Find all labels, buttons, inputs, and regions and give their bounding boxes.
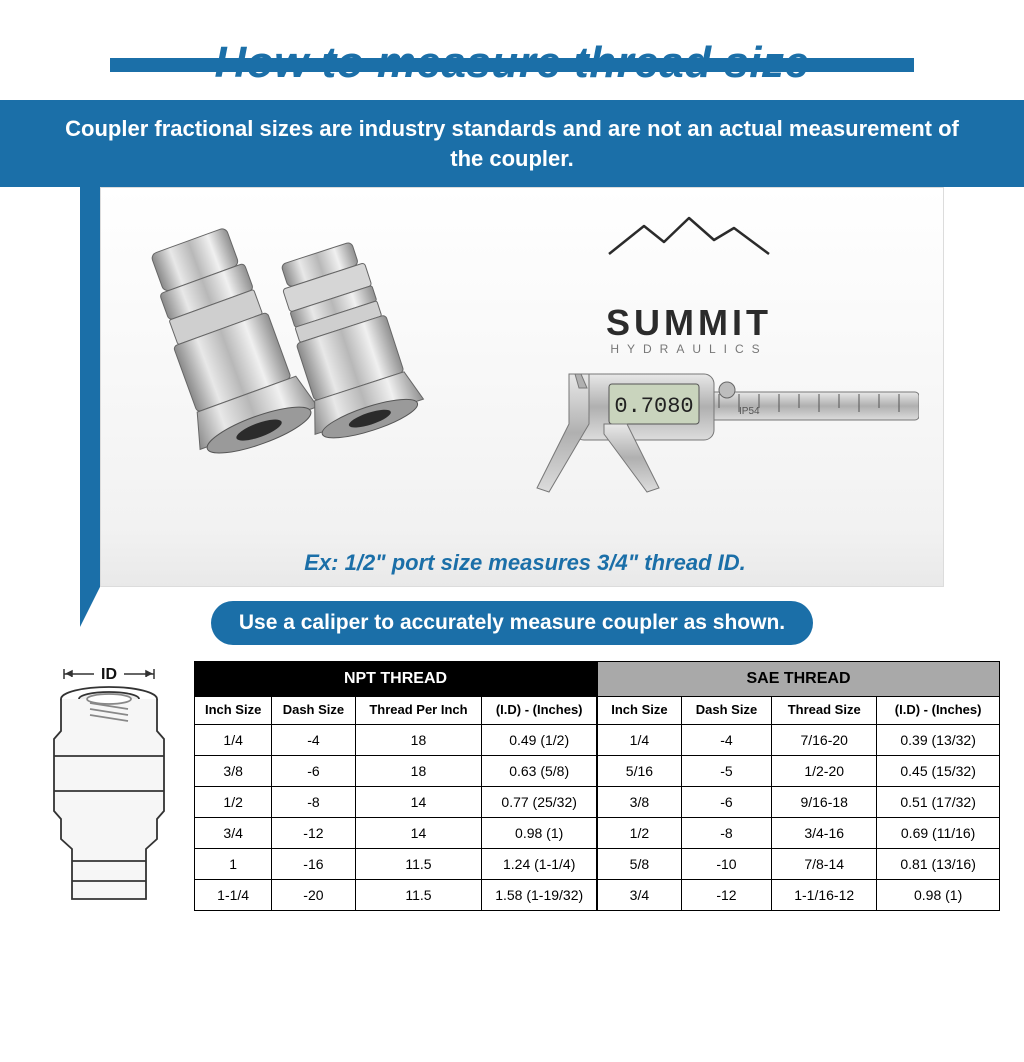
sae-title: SAE THREAD	[598, 662, 1000, 697]
table-cell: 1/2	[598, 818, 682, 849]
table-cell: 11.5	[355, 849, 482, 880]
table-cell: -20	[272, 880, 355, 911]
table-cell: 3/4	[598, 880, 682, 911]
table-cell: 14	[355, 787, 482, 818]
table-row: 1/4-47/16-200.39 (13/32)	[598, 725, 1000, 756]
table-cell: 0.98 (1)	[877, 880, 1000, 911]
table-row: 3/4-121-1/16-120.98 (1)	[598, 880, 1000, 911]
table-cell: 3/8	[598, 787, 682, 818]
npt-col-3: (I.D) - (Inches)	[482, 697, 597, 725]
table-cell: 0.49 (1/2)	[482, 725, 597, 756]
table-cell: -4	[681, 725, 771, 756]
table-cell: -5	[681, 756, 771, 787]
hero-frame: SUMMIT HYDRAULICS	[80, 187, 944, 587]
table-cell: -12	[272, 818, 355, 849]
table-cell: 1.58 (1-19/32)	[482, 880, 597, 911]
couplers-illustration	[131, 206, 431, 486]
table-row: 5/8-107/8-140.81 (13/16)	[598, 849, 1000, 880]
table-cell: 3/8	[195, 756, 272, 787]
table-row: 3/4-12140.98 (1)	[195, 818, 597, 849]
npt-table: NPT THREAD Inch Size Dash Size Thread Pe…	[194, 661, 597, 911]
sae-col-1: Dash Size	[681, 697, 771, 725]
table-row: 1/4-4180.49 (1/2)	[195, 725, 597, 756]
table-cell: 1/2-20	[772, 756, 877, 787]
table-cell: 0.98 (1)	[482, 818, 597, 849]
frame-left-bar	[80, 187, 100, 587]
npt-col-0: Inch Size	[195, 697, 272, 725]
table-row: 1/2-8140.77 (25/32)	[195, 787, 597, 818]
tables-row: ID NPT THREAD Inch Size Dash Size	[24, 661, 1000, 911]
mountain-logo-icon	[604, 214, 774, 258]
table-cell: 1/2	[195, 787, 272, 818]
sae-col-2: Thread Size	[772, 697, 877, 725]
table-row: 3/8-6180.63 (5/8)	[195, 756, 597, 787]
table-cell: 5/16	[598, 756, 682, 787]
table-cell: 0.77 (25/32)	[482, 787, 597, 818]
table-cell: -6	[681, 787, 771, 818]
brand-name: SUMMIT	[606, 302, 772, 344]
table-cell: 1/4	[598, 725, 682, 756]
table-cell: 7/8-14	[772, 849, 877, 880]
sae-table: SAE THREAD Inch Size Dash Size Thread Si…	[597, 661, 1000, 911]
table-cell: 0.51 (17/32)	[877, 787, 1000, 818]
caliper-illustration: 0.7080 IP54	[459, 364, 919, 494]
table-cell: 3/4-16	[772, 818, 877, 849]
example-text: Ex: 1/2" port size measures 3/4" thread …	[131, 550, 919, 576]
table-cell: 9/16-18	[772, 787, 877, 818]
brand-subtitle: HYDRAULICS	[610, 342, 767, 356]
table-cell: 0.81 (13/16)	[877, 849, 1000, 880]
sae-col-0: Inch Size	[598, 697, 682, 725]
table-cell: -10	[681, 849, 771, 880]
table-cell: 1.24 (1-1/4)	[482, 849, 597, 880]
npt-col-1: Dash Size	[272, 697, 355, 725]
table-cell: 11.5	[355, 880, 482, 911]
table-cell: -4	[272, 725, 355, 756]
table-cell: 0.69 (11/16)	[877, 818, 1000, 849]
table-cell: 0.45 (15/32)	[877, 756, 1000, 787]
table-cell: -8	[681, 818, 771, 849]
table-cell: 3/4	[195, 818, 272, 849]
table-cell: -12	[681, 880, 771, 911]
top-accent-bar	[110, 58, 914, 72]
table-cell: 1/4	[195, 725, 272, 756]
npt-col-2: Thread Per Inch	[355, 697, 482, 725]
table-cell: 18	[355, 756, 482, 787]
id-label: ID	[101, 666, 117, 683]
table-cell: 1-1/16-12	[772, 880, 877, 911]
table-cell: 14	[355, 818, 482, 849]
table-cell: 0.63 (5/8)	[482, 756, 597, 787]
table-cell: -6	[272, 756, 355, 787]
instruction-pill: Use a caliper to accurately measure coup…	[211, 601, 813, 645]
table-row: 1-1/4-2011.51.58 (1-19/32)	[195, 880, 597, 911]
sae-col-3: (I.D) - (Inches)	[877, 697, 1000, 725]
table-cell: 0.39 (13/32)	[877, 725, 1000, 756]
table-cell: 1	[195, 849, 272, 880]
table-cell: -8	[272, 787, 355, 818]
table-cell: 18	[355, 725, 482, 756]
subtitle-banner: Coupler fractional sizes are industry st…	[0, 100, 1024, 187]
npt-title: NPT THREAD	[195, 662, 597, 697]
table-cell: 7/16-20	[772, 725, 877, 756]
table-cell: 1-1/4	[195, 880, 272, 911]
table-row: 1/2-83/4-160.69 (11/16)	[598, 818, 1000, 849]
table-cell: 5/8	[598, 849, 682, 880]
table-row: 3/8-69/16-180.51 (17/32)	[598, 787, 1000, 818]
caliper-reading: 0.7080	[614, 394, 693, 419]
table-row: 5/16-51/2-200.45 (15/32)	[598, 756, 1000, 787]
table-row: 1-1611.51.24 (1-1/4)	[195, 849, 597, 880]
product-image-area: SUMMIT HYDRAULICS	[100, 187, 944, 587]
svg-text:IP54: IP54	[739, 406, 760, 417]
table-cell: -16	[272, 849, 355, 880]
id-diagram: ID	[24, 661, 194, 911]
